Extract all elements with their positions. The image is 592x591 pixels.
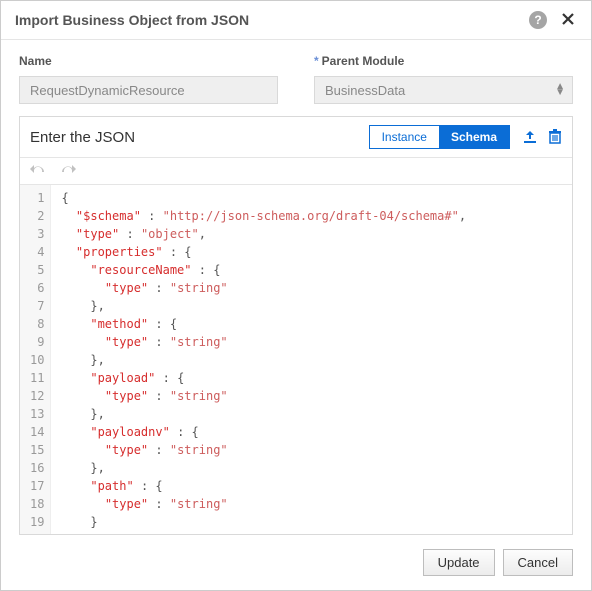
close-icon[interactable]	[561, 12, 577, 28]
dialog: Import Business Object from JSON ? Name …	[0, 0, 592, 591]
segment-control: Instance Schema	[369, 125, 510, 149]
parent-group: *Parent Module BusinessData ▲▼	[314, 54, 573, 104]
trash-icon[interactable]	[548, 129, 562, 145]
footer: Update Cancel	[1, 535, 591, 590]
update-button[interactable]: Update	[423, 549, 495, 576]
form-row: Name *Parent Module BusinessData ▲▼	[1, 40, 591, 112]
parent-select-wrap: BusinessData ▲▼	[314, 76, 573, 104]
parent-label-text: Parent Module	[322, 54, 405, 68]
editor-header: Enter the JSON Instance Schema	[20, 117, 572, 158]
titlebar: Import Business Object from JSON ?	[1, 1, 591, 40]
dialog-title: Import Business Object from JSON	[15, 12, 529, 28]
parent-label: *Parent Module	[314, 54, 573, 68]
parent-select-value: BusinessData	[325, 83, 405, 98]
editor-title: Enter the JSON	[30, 129, 369, 146]
undo-icon[interactable]	[30, 164, 46, 178]
name-input[interactable]	[19, 76, 278, 104]
editor-tools	[522, 129, 562, 145]
editor-panel: Enter the JSON Instance Schema	[19, 116, 573, 535]
name-group: Name	[19, 54, 278, 104]
redo-icon[interactable]	[60, 164, 76, 178]
undo-row	[20, 158, 572, 185]
code-editor[interactable]: 1 2 3 4 5 6 7 8 9 10 11 12 13 14 15 16 1…	[20, 185, 572, 534]
line-gutter: 1 2 3 4 5 6 7 8 9 10 11 12 13 14 15 16 1…	[20, 185, 51, 534]
name-label: Name	[19, 54, 278, 68]
upload-icon[interactable]	[522, 129, 538, 145]
cancel-button[interactable]: Cancel	[503, 549, 573, 576]
segment-schema[interactable]: Schema	[439, 126, 509, 148]
segment-instance[interactable]: Instance	[370, 126, 439, 148]
parent-select[interactable]: BusinessData	[314, 76, 573, 104]
help-icon[interactable]: ?	[529, 11, 547, 29]
code-content: { "$schema" : "http://json-schema.org/dr…	[51, 185, 572, 534]
